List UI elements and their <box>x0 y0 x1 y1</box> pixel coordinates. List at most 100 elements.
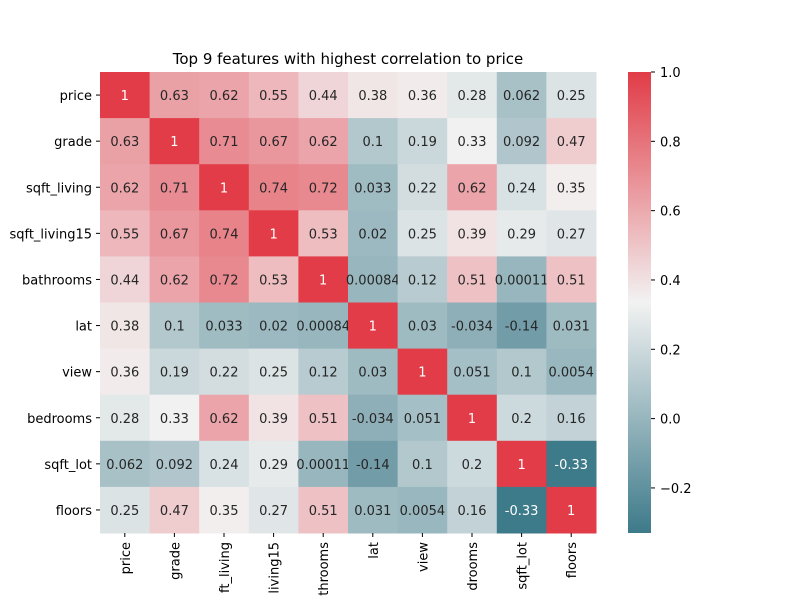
heatmap-cell <box>546 440 597 488</box>
heatmap-cell <box>397 210 448 257</box>
heatmap-cell <box>546 486 597 534</box>
cell-value-label: 0.72 <box>210 273 239 288</box>
heatmap-cell <box>348 72 399 119</box>
heatmap-cell <box>348 440 399 488</box>
x-tick-label: view <box>416 542 431 572</box>
heatmap-cell <box>447 118 498 165</box>
heatmap-cell <box>199 440 250 488</box>
heatmap-cell <box>248 440 299 488</box>
heatmap-cell <box>149 440 200 488</box>
x-tick-label: floors <box>565 542 580 578</box>
cell-value-label: 0.00084 <box>296 320 350 335</box>
y-tick-label: price <box>60 89 92 104</box>
heatmap-cell <box>298 486 349 534</box>
cell-value-label: 1 <box>121 89 129 104</box>
heatmap-cell <box>397 118 448 165</box>
cell-value-label: 0.25 <box>557 89 586 104</box>
cell-value-label: 0.033 <box>354 181 391 196</box>
cell-value-label: 0.00011 <box>495 273 549 288</box>
heatmap-cell <box>447 164 498 211</box>
heatmap-cell <box>447 394 498 442</box>
colorbar-tick-label: 1.0 <box>660 66 681 81</box>
cell-value-label: 0.28 <box>110 412 139 427</box>
cell-value-label: 0.67 <box>259 135 288 150</box>
heatmap-cell <box>397 164 448 211</box>
heatmap-cell <box>397 348 448 396</box>
cell-value-label: 0.051 <box>453 366 490 381</box>
cell-value-label: 0.44 <box>110 273 139 288</box>
heatmap-cell <box>348 164 399 211</box>
heatmap-cell <box>298 302 349 350</box>
heatmap-cell <box>348 256 399 303</box>
heatmap-cell <box>546 302 597 350</box>
heatmap-cell <box>199 72 250 119</box>
heatmap-cell <box>298 348 349 396</box>
heatmap-cell <box>397 486 448 534</box>
heatmap-cell <box>149 348 200 396</box>
cell-value-label: 0.51 <box>458 273 487 288</box>
heatmap-cell <box>447 72 498 119</box>
heatmap-cell <box>199 118 250 165</box>
heatmap-cell <box>397 72 448 119</box>
heatmap-cell <box>397 302 448 350</box>
cell-value-label: 0.19 <box>408 135 437 150</box>
cell-value-label: 0.62 <box>110 181 139 196</box>
heatmap-cell <box>298 164 349 211</box>
heatmap-cell <box>248 348 299 396</box>
cell-value-label: -0.14 <box>505 320 539 335</box>
colorbar-tick-label: 0.4 <box>660 274 681 289</box>
heatmap-cell <box>447 256 498 303</box>
cell-value-label: 0.62 <box>210 89 239 104</box>
cell-value-label: 0.29 <box>259 458 288 473</box>
cell-value-label: 0.62 <box>160 273 189 288</box>
cell-value-label: 0.63 <box>160 89 189 104</box>
heatmap-cell <box>546 256 597 303</box>
cell-value-label: 0.51 <box>309 504 338 519</box>
heatmap-cell <box>348 118 399 165</box>
heatmap-cell <box>149 486 200 534</box>
cell-value-label: -0.034 <box>352 412 394 427</box>
heatmap-cell <box>199 394 250 442</box>
heatmap-cell <box>199 348 250 396</box>
cell-value-label: 0.27 <box>259 504 288 519</box>
heatmap-cell <box>348 302 399 350</box>
cell-value-label: 0.62 <box>458 181 487 196</box>
heatmap-cell <box>248 72 299 119</box>
heatmap-cell <box>496 164 547 211</box>
heatmap-cell <box>447 210 498 257</box>
heatmap-cell <box>100 72 151 119</box>
colorbar-tick-label: −0.2 <box>660 482 692 497</box>
heatmap-cell <box>348 210 399 257</box>
x-tick-label: ft_living <box>218 542 233 593</box>
cell-value-label: 0.71 <box>210 135 239 150</box>
cell-value-label: 0.02 <box>259 320 288 335</box>
heatmap-cell <box>100 256 151 303</box>
cell-value-label: 0.25 <box>110 504 139 519</box>
heatmap-cell <box>348 486 399 534</box>
cell-value-label: 0.35 <box>210 504 239 519</box>
heatmap-cell <box>248 302 299 350</box>
heatmap-cell <box>298 440 349 488</box>
heatmap-cell <box>248 164 299 211</box>
heatmap-cell <box>248 118 299 165</box>
cell-value-label: 0.1 <box>164 320 185 335</box>
cell-value-label: 0.16 <box>557 412 586 427</box>
cell-value-label: 0.22 <box>408 181 437 196</box>
heatmap-cell <box>496 440 547 488</box>
heatmap-cell <box>447 302 498 350</box>
cell-value-label: 0.53 <box>309 227 338 242</box>
cell-value-label: -0.33 <box>554 458 588 473</box>
heatmap-cell <box>496 256 547 303</box>
cell-value-label: 0.51 <box>309 412 338 427</box>
heatmap-cells: 1 0.63 0.62 0.55 0.44 0.38 0.36 0.28 0.062 0.25 0.… <box>100 72 597 534</box>
colorbar-tick-label: 0.6 <box>660 205 681 220</box>
cell-value-label: 0.2 <box>462 458 483 473</box>
cell-value-label: 0.19 <box>160 366 189 381</box>
cell-value-label: 1 <box>468 412 476 427</box>
y-tick-label: sqft_living <box>26 181 92 196</box>
heatmap-cell <box>496 394 547 442</box>
heatmap-cell <box>100 210 151 257</box>
cell-value-label: 0.1 <box>511 366 532 381</box>
heatmap-cell <box>546 348 597 396</box>
x-tick-label: lat <box>367 542 382 559</box>
